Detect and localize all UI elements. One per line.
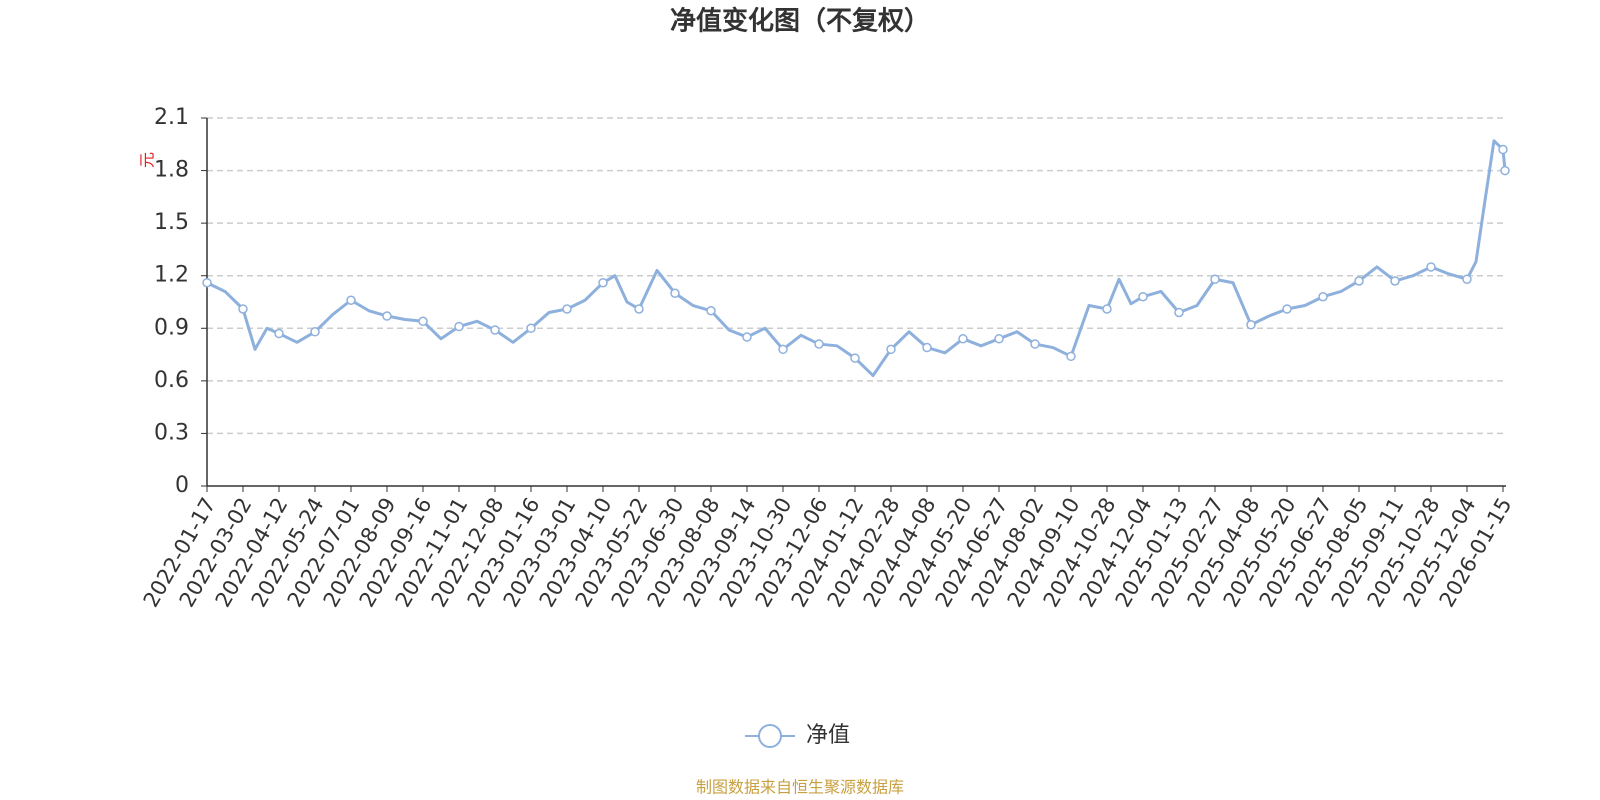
point-marker (1318, 291, 1328, 302)
point-marker (562, 304, 572, 314)
point-marker (850, 353, 860, 363)
point-marker (958, 334, 968, 344)
y-tick-label: 0.9 (154, 315, 189, 340)
point-marker (706, 306, 716, 316)
y-tick-label: 2.1 (154, 105, 189, 130)
y-tick-label: 0.6 (154, 368, 189, 393)
y-tick-label: 1.8 (154, 158, 189, 183)
y-tick-label: 0.3 (154, 420, 189, 445)
point-marker (1282, 304, 1292, 314)
point-marker (490, 325, 500, 335)
point-marker (1030, 339, 1040, 349)
y-tick-label: 1.2 (154, 263, 189, 288)
point-marker (886, 344, 896, 355)
point-marker (418, 316, 428, 327)
chart-title: 净值变化图（不复权） (670, 6, 930, 37)
point-marker (1426, 262, 1436, 272)
y-tick-label: 0 (175, 473, 189, 498)
point-marker (1500, 165, 1510, 176)
point-marker (454, 321, 464, 332)
point-marker (1066, 351, 1076, 362)
point-marker (1498, 144, 1508, 155)
legend-label: 净值 (806, 723, 850, 748)
point-marker (922, 342, 932, 353)
point-marker (238, 304, 248, 314)
point-marker (598, 277, 608, 288)
point-marker (634, 304, 644, 314)
source-note: 制图数据来自恒生聚源数据库 (696, 778, 904, 797)
point-marker (1390, 276, 1400, 286)
point-marker (994, 334, 1004, 344)
point-marker (1174, 307, 1184, 318)
legend-marker (758, 724, 782, 748)
point-marker (778, 344, 788, 355)
point-marker (814, 339, 824, 349)
y-tick-label: 1.5 (154, 210, 189, 235)
point-marker (1210, 274, 1220, 284)
point-marker (1102, 304, 1112, 314)
point-marker (742, 332, 752, 342)
y-axis-label: 元 (138, 152, 157, 168)
series-line (206, 139, 1507, 378)
point-marker (1246, 320, 1256, 330)
point-marker (310, 327, 320, 337)
point-marker (202, 277, 212, 288)
point-marker (1138, 291, 1148, 302)
point-marker (382, 311, 392, 321)
point-marker (670, 288, 680, 298)
point-marker (274, 328, 284, 339)
point-marker (526, 323, 536, 334)
point-marker (1354, 276, 1364, 286)
point-marker (346, 295, 356, 305)
point-marker (1462, 274, 1472, 284)
